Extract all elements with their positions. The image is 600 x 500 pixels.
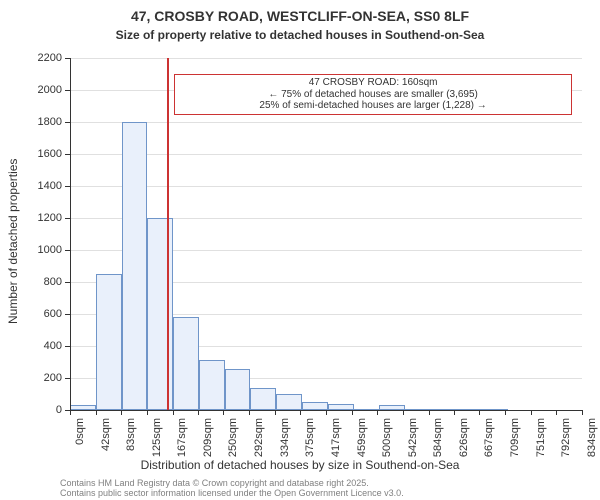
y-axis-label: Number of detached properties [6,159,20,324]
x-tick-label: 792sqm [560,418,572,457]
y-tick-label: 2000 [38,84,62,96]
grid-line [70,58,582,59]
y-tick-label: 1200 [38,212,62,224]
attribution-line1: Contains HM Land Registry data © Crown c… [60,478,600,488]
y-tick-label: 1800 [38,116,62,128]
x-tick-label: 375sqm [304,418,316,457]
attribution: Contains HM Land Registry data © Crown c… [60,478,600,498]
chart-subtitle: Size of property relative to detached ho… [0,28,600,42]
annotation-title: 47 CROSBY ROAD: 160sqm [179,77,567,89]
x-tick-label: 42sqm [100,418,112,451]
x-tick-label: 125sqm [151,418,163,457]
histogram-bar [96,274,122,410]
x-tick-label: 626sqm [458,418,470,457]
histogram-bar [302,402,328,410]
x-tick-label: 709sqm [509,418,521,457]
y-tick-label: 1000 [38,244,62,256]
marker-line [167,58,169,410]
y-tick-label: 2200 [38,52,62,64]
x-tick-label: 667sqm [483,418,495,457]
chart-container: 47, CROSBY ROAD, WESTCLIFF-ON-SEA, SS0 8… [0,0,600,500]
y-tick-label: 200 [44,372,62,384]
histogram-bar [147,218,173,410]
histogram-bar [122,122,148,410]
histogram-bar [199,360,225,410]
histogram-bar [250,388,276,410]
x-tick-label: 209sqm [202,418,214,457]
x-axis-label: Distribution of detached houses by size … [0,458,600,472]
histogram-bar [225,369,251,410]
y-tick-label: 0 [56,404,62,416]
annotation-line2: 25% of semi-detached houses are larger (… [179,100,567,112]
y-axis [70,58,71,410]
plot-area: 0200400600800100012001400160018002000220… [70,58,582,410]
x-tick-label: 83sqm [125,418,137,451]
x-tick-label: 834sqm [586,418,598,457]
x-tick-label: 250sqm [227,418,239,457]
x-tick-label: 459sqm [356,418,368,457]
histogram-bar [173,317,199,410]
annotation-line1: ← 75% of detached houses are smaller (3,… [179,89,567,101]
y-tick-label: 1400 [38,180,62,192]
x-tick-label: 167sqm [177,418,189,457]
x-tick-label: 334sqm [279,418,291,457]
attribution-line2: Contains public sector information licen… [60,488,600,498]
x-tick-label: 751sqm [535,418,547,457]
x-tick-label: 500sqm [381,418,393,457]
x-tick-label: 584sqm [433,418,445,457]
x-tick-label: 417sqm [330,418,342,457]
x-tick [582,410,583,415]
histogram-bar [276,394,302,410]
x-tick-label: 292sqm [253,418,265,457]
y-tick-label: 800 [44,276,62,288]
y-tick-label: 1600 [38,148,62,160]
annotation-box: 47 CROSBY ROAD: 160sqm← 75% of detached … [174,74,572,115]
x-tick-label: 542sqm [407,418,419,457]
chart-title: 47, CROSBY ROAD, WESTCLIFF-ON-SEA, SS0 8… [0,8,600,24]
y-tick-label: 600 [44,308,62,320]
y-tick-label: 400 [44,340,62,352]
x-tick-label: 0sqm [74,418,86,445]
x-axis [70,410,582,411]
